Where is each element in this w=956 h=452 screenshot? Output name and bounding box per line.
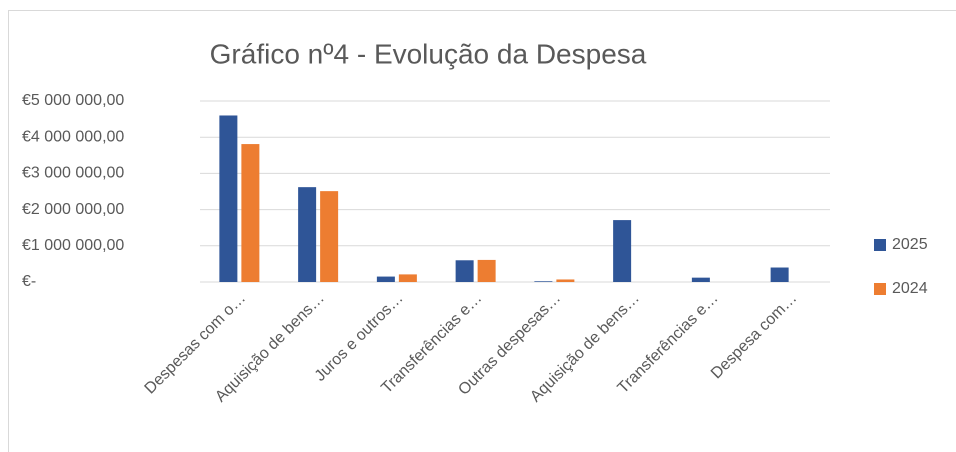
bar — [613, 220, 632, 282]
x-tick-label: Despesa com… — [708, 290, 801, 383]
legend-swatch — [874, 283, 886, 295]
bar — [534, 281, 553, 282]
bar — [691, 277, 710, 282]
bar — [556, 279, 575, 282]
bar — [398, 274, 417, 282]
bar — [455, 260, 474, 282]
legend-label: 2025 — [892, 236, 928, 253]
y-tick-label: €3 000 000,00 — [22, 165, 124, 182]
bar — [219, 115, 238, 282]
y-tick-label: €5 000 000,00 — [22, 92, 124, 109]
y-tick-label: €- — [22, 273, 36, 290]
y-tick-label: €4 000 000,00 — [22, 128, 124, 145]
chart-title: Gráfico nº4 - Evolução da Despesa — [210, 38, 647, 69]
bar — [320, 191, 339, 282]
bar — [376, 276, 395, 282]
bar — [241, 144, 260, 282]
bar — [770, 267, 789, 282]
y-tick-label: €1 000 000,00 — [22, 237, 124, 254]
bar — [298, 187, 317, 282]
legend-label: 2024 — [892, 280, 928, 297]
legend-swatch — [874, 239, 886, 251]
chart-frame — [8, 10, 956, 452]
y-tick-label: €2 000 000,00 — [22, 201, 124, 218]
bar — [477, 259, 496, 282]
